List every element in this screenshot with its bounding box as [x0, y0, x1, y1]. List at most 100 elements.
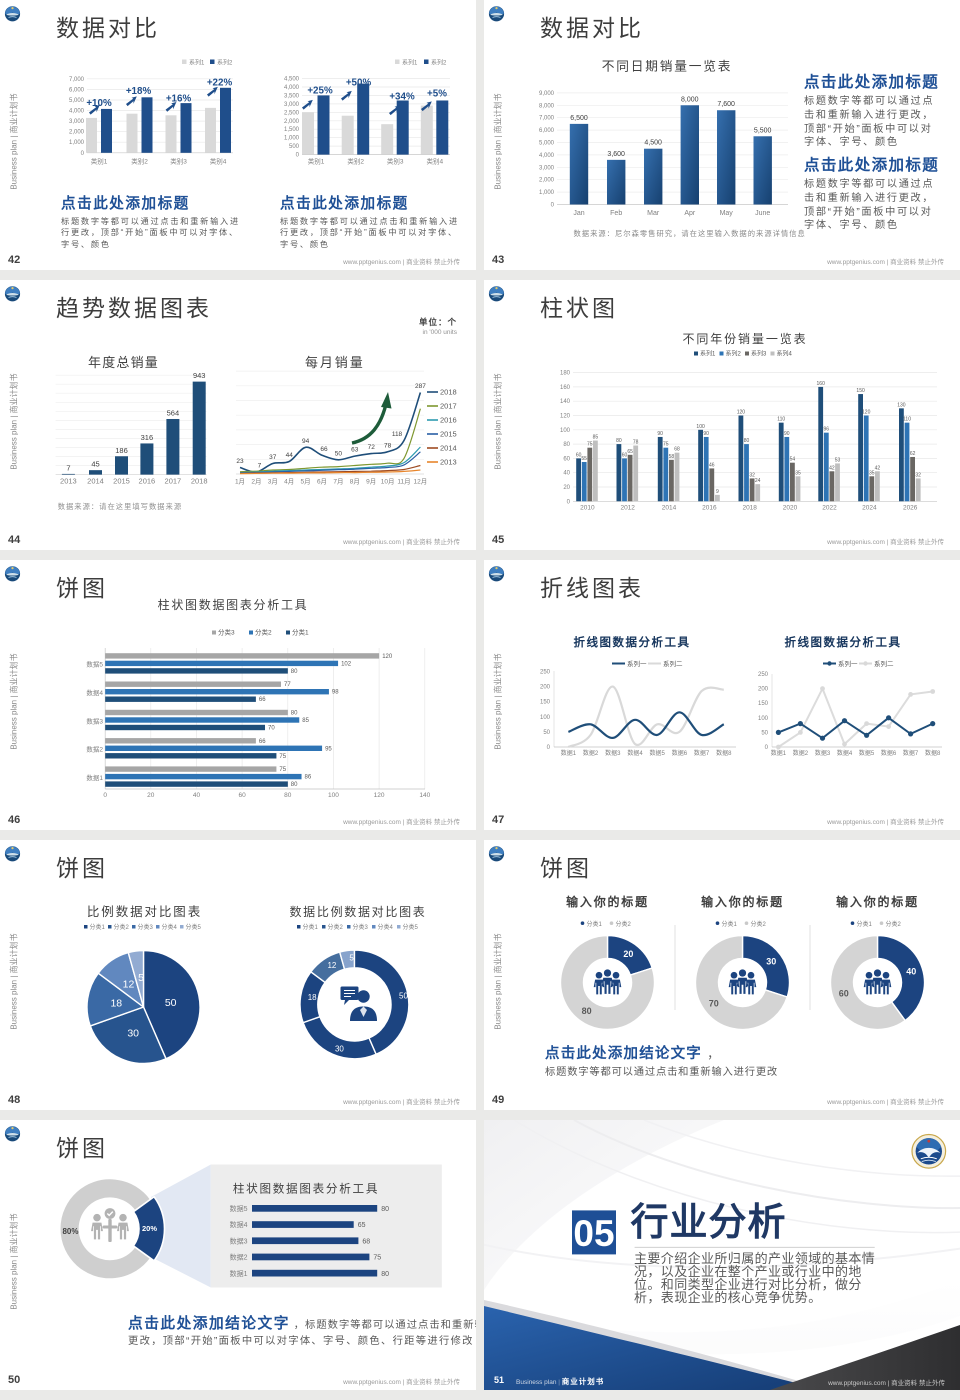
svg-text:折线图数据分析工具: 折线图数据分析工具 — [574, 635, 691, 649]
svg-text:分类3: 分类3 — [353, 923, 369, 931]
svg-text:85: 85 — [302, 718, 309, 724]
svg-text:12: 12 — [123, 978, 135, 990]
svg-text:系列3: 系列3 — [751, 350, 767, 358]
svg-text:10月: 10月 — [381, 478, 395, 486]
svg-text:系列1: 系列1 — [402, 59, 418, 67]
svg-text:60: 60 — [576, 452, 582, 458]
svg-text:100: 100 — [758, 716, 769, 722]
svg-text:类别3: 类别3 — [387, 157, 404, 166]
svg-text:系列二: 系列二 — [874, 659, 894, 668]
svg-text:3,000: 3,000 — [539, 165, 555, 171]
svg-text:柱状图数据图表分析工具: 柱状图数据图表分析工具 — [158, 597, 309, 612]
svg-text:数据8: 数据8 — [716, 749, 732, 757]
svg-text:96: 96 — [824, 427, 830, 433]
svg-text:May: May — [720, 210, 734, 217]
svg-text:24: 24 — [755, 478, 761, 484]
svg-text:78: 78 — [384, 442, 392, 449]
svg-text:类别3: 类别3 — [170, 157, 187, 166]
svg-text:05: 05 — [573, 1213, 614, 1254]
svg-text:80: 80 — [291, 711, 298, 717]
svg-text:75: 75 — [587, 442, 593, 448]
svg-text:80: 80 — [291, 669, 298, 675]
svg-text:2022: 2022 — [822, 505, 837, 512]
svg-text:90: 90 — [703, 431, 709, 437]
svg-text:102: 102 — [341, 661, 352, 667]
svg-text:2016: 2016 — [440, 416, 457, 425]
svg-text:输入你的标题: 输入你的标题 — [701, 894, 784, 909]
svg-text:50: 50 — [761, 730, 768, 736]
svg-text:3,500: 3,500 — [284, 93, 300, 99]
svg-text:35: 35 — [795, 470, 801, 476]
svg-text:系列1: 系列1 — [700, 350, 716, 358]
svg-text:66: 66 — [259, 697, 266, 703]
svg-text:1月: 1月 — [235, 478, 245, 486]
svg-text:80: 80 — [381, 1206, 389, 1213]
svg-text:数据来源：请在这里填写数据来源: 数据来源：请在这里填写数据来源 — [58, 502, 182, 511]
svg-text:数据比例数据对比图表: 数据比例数据对比图表 — [289, 904, 426, 919]
svg-text:分类2: 分类2 — [255, 628, 272, 637]
svg-text:53: 53 — [835, 457, 841, 463]
svg-text:系列一: 系列一 — [627, 659, 647, 668]
svg-text:9,000: 9,000 — [539, 91, 555, 97]
svg-text:62: 62 — [910, 451, 916, 457]
svg-text:80: 80 — [563, 442, 570, 448]
svg-text:折线图数据分析工具: 折线图数据分析工具 — [785, 635, 902, 649]
svg-text:数据5: 数据5 — [859, 749, 875, 757]
svg-text:18: 18 — [110, 998, 122, 1010]
svg-text:118: 118 — [392, 431, 403, 438]
svg-text:100: 100 — [696, 424, 705, 430]
svg-text:6,500: 6,500 — [570, 115, 588, 122]
svg-text:7,000: 7,000 — [539, 116, 555, 122]
svg-text:数据7: 数据7 — [694, 749, 710, 757]
svg-text:输入你的标题: 输入你的标题 — [566, 894, 649, 909]
svg-text:12月: 12月 — [414, 478, 428, 486]
svg-text:58: 58 — [669, 454, 675, 460]
svg-text:943: 943 — [193, 371, 206, 380]
svg-text:类别4: 类别4 — [210, 157, 227, 166]
svg-text:每月销量: 每月销量 — [305, 355, 365, 370]
svg-text:6,000: 6,000 — [539, 128, 555, 134]
svg-text:分类3: 分类3 — [218, 628, 235, 637]
svg-text:2018: 2018 — [742, 505, 757, 512]
svg-text:11月: 11月 — [397, 478, 410, 486]
svg-text:8,000: 8,000 — [539, 103, 555, 109]
svg-text:2016: 2016 — [702, 505, 717, 512]
svg-text:2015: 2015 — [113, 477, 130, 486]
svg-text:数据2: 数据2 — [793, 749, 809, 757]
svg-text:数据8: 数据8 — [925, 749, 941, 757]
svg-text:分类2: 分类2 — [114, 923, 130, 931]
svg-text:54: 54 — [790, 457, 796, 463]
svg-text:75: 75 — [663, 442, 669, 448]
svg-text:9月: 9月 — [366, 478, 376, 486]
svg-text:年度总销量: 年度总销量 — [88, 355, 159, 370]
svg-text:250: 250 — [758, 672, 769, 678]
svg-text:72: 72 — [368, 444, 376, 451]
svg-text:42: 42 — [829, 465, 835, 471]
svg-text:5: 5 — [138, 972, 144, 984]
svg-text:系列4: 系列4 — [777, 350, 793, 358]
svg-text:3,000: 3,000 — [284, 102, 300, 108]
svg-text:0: 0 — [765, 745, 769, 751]
svg-text:37: 37 — [269, 454, 277, 461]
svg-text:4月: 4月 — [284, 478, 294, 486]
svg-text:120: 120 — [737, 410, 746, 416]
svg-text:3,600: 3,600 — [607, 151, 625, 158]
svg-text:Jan: Jan — [573, 210, 584, 217]
svg-text:数据2: 数据2 — [86, 745, 103, 754]
svg-text:数据来源：尼尔森零售研究，请在这里输入数据的来源详情信息: 数据来源：尼尔森零售研究，请在这里输入数据的来源详情信息 — [574, 229, 806, 238]
svg-text:60: 60 — [238, 792, 246, 799]
svg-text:5月: 5月 — [301, 478, 311, 486]
svg-text:Mar: Mar — [647, 210, 660, 217]
svg-text:55: 55 — [581, 456, 587, 462]
svg-text:2015: 2015 — [440, 430, 457, 439]
svg-text:分类2: 分类2 — [886, 920, 902, 928]
svg-text:数据5: 数据5 — [650, 749, 666, 757]
svg-text:2月: 2月 — [251, 478, 261, 486]
svg-text:+50%: +50% — [346, 78, 372, 89]
svg-text:90: 90 — [657, 431, 663, 437]
svg-text:65: 65 — [627, 449, 633, 455]
svg-text:50: 50 — [165, 997, 177, 1009]
svg-text:分类1: 分类1 — [857, 920, 873, 928]
svg-text:32: 32 — [749, 472, 755, 478]
svg-text:130: 130 — [897, 402, 906, 408]
